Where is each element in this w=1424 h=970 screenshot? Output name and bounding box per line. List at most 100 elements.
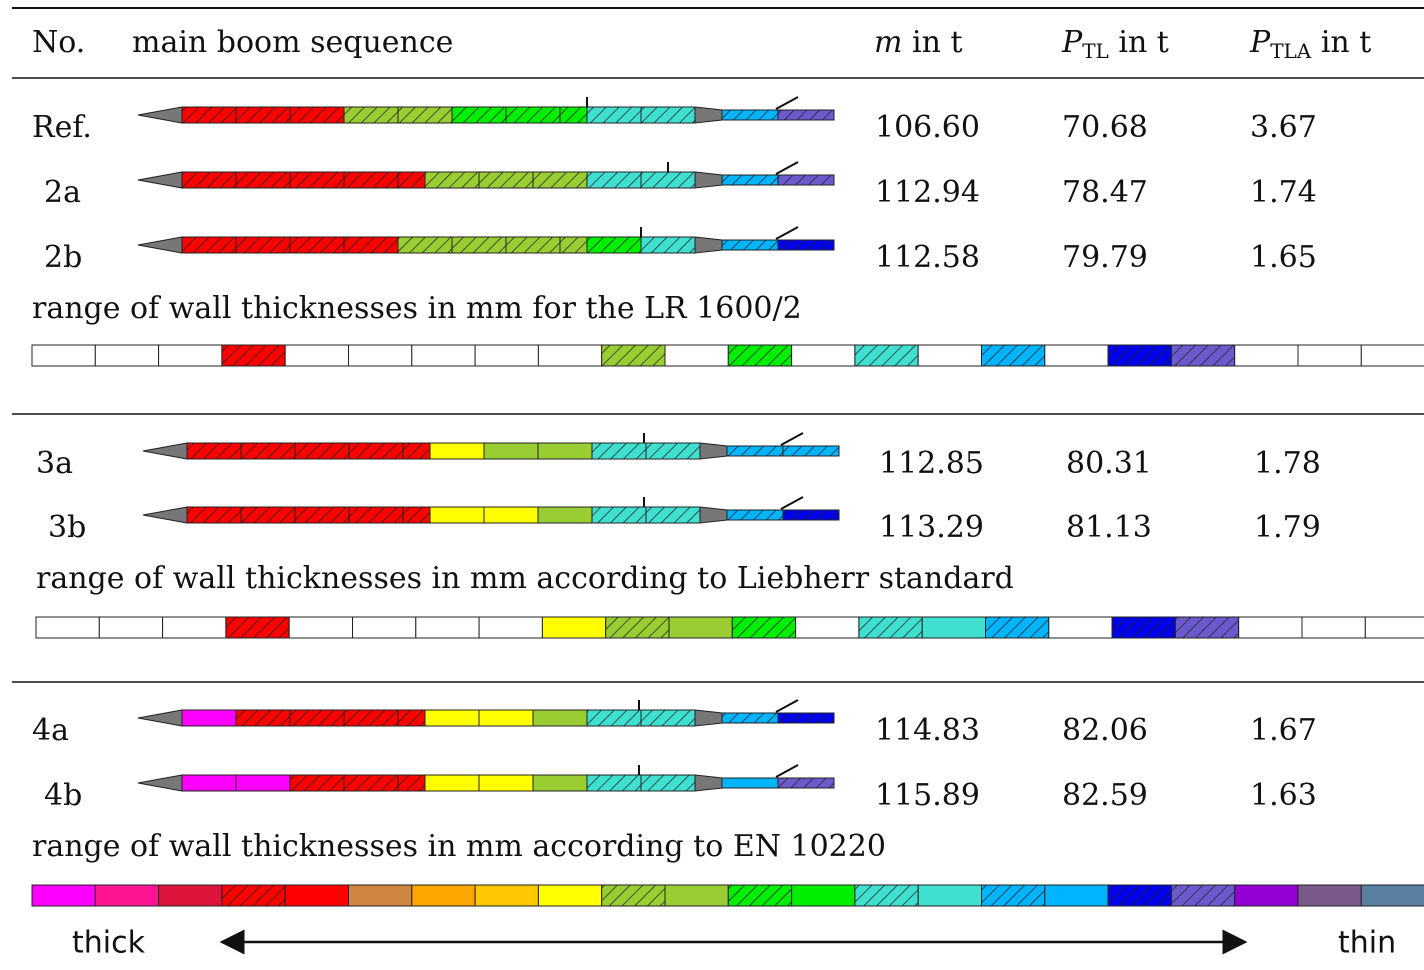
segment-hatch bbox=[778, 713, 834, 723]
segment-hatch bbox=[646, 443, 700, 459]
header-number: No. bbox=[32, 25, 85, 60]
segment-hatch bbox=[344, 237, 398, 253]
segment-hatch bbox=[290, 775, 344, 791]
cell-value: 113.29 bbox=[879, 510, 984, 545]
segment-hatch bbox=[783, 446, 839, 456]
segment-hatch bbox=[182, 107, 236, 123]
segment bbox=[181, 774, 237, 792]
segment bbox=[795, 616, 860, 639]
segment-hatch bbox=[727, 510, 783, 520]
cell-value: 82.06 bbox=[1062, 713, 1148, 748]
segment bbox=[537, 442, 593, 460]
footer-left: thick bbox=[72, 926, 146, 961]
segment bbox=[664, 344, 729, 367]
segment-hatch bbox=[533, 172, 587, 188]
segment-hatch bbox=[858, 617, 923, 638]
cell-value: 1.63 bbox=[1250, 778, 1317, 813]
segment bbox=[98, 616, 164, 639]
segment bbox=[424, 774, 480, 792]
segment-hatch bbox=[241, 443, 295, 459]
segment bbox=[1044, 884, 1109, 907]
cell-value: 78.47 bbox=[1062, 175, 1148, 210]
segment bbox=[415, 616, 480, 639]
boom-mark bbox=[775, 699, 799, 713]
segment bbox=[478, 709, 534, 727]
segment bbox=[31, 344, 96, 367]
segment-hatch bbox=[1112, 617, 1176, 638]
cell-value: 1.79 bbox=[1254, 510, 1321, 545]
segment bbox=[537, 506, 593, 524]
segment bbox=[348, 884, 413, 907]
segment-hatch bbox=[854, 885, 919, 906]
range-caption: range of wall thicknesses in mm accordin… bbox=[32, 829, 886, 864]
segment-hatch bbox=[403, 443, 430, 459]
cell-value: 81.13 bbox=[1066, 510, 1152, 545]
segment-hatch bbox=[452, 237, 506, 253]
header-load: PTL in t bbox=[1061, 25, 1169, 68]
cell-value: 112.58 bbox=[875, 240, 980, 275]
segment bbox=[1297, 884, 1362, 907]
segment-hatch bbox=[722, 240, 778, 250]
segment-hatch bbox=[981, 345, 1045, 366]
segment-hatch bbox=[506, 107, 560, 123]
segment-hatch bbox=[560, 107, 587, 123]
segment-hatch bbox=[506, 237, 560, 253]
segment bbox=[284, 884, 350, 907]
boom-tip bbox=[137, 709, 183, 727]
boom-mark bbox=[780, 496, 804, 510]
segment-hatch bbox=[236, 237, 290, 253]
segment-hatch bbox=[728, 345, 792, 366]
segment bbox=[474, 344, 539, 367]
segment-hatch bbox=[601, 885, 665, 906]
row-label: 2a bbox=[44, 175, 81, 210]
boom-tip bbox=[137, 106, 183, 124]
segment-hatch bbox=[587, 172, 641, 188]
boom-tip bbox=[142, 442, 188, 460]
segment-hatch bbox=[560, 237, 587, 253]
segment-hatch bbox=[641, 710, 695, 726]
segment-hatch bbox=[236, 107, 290, 123]
boom-mark bbox=[775, 161, 799, 175]
segment-hatch bbox=[981, 885, 1045, 906]
segment bbox=[35, 616, 100, 639]
boom-joint bbox=[694, 106, 723, 124]
segment bbox=[478, 774, 534, 792]
boom-joint bbox=[694, 236, 723, 254]
segment bbox=[424, 709, 480, 727]
segment-hatch bbox=[182, 172, 236, 188]
boom-mark bbox=[775, 764, 799, 778]
boom-joint bbox=[694, 171, 723, 189]
segment-hatch bbox=[236, 710, 290, 726]
cell-value: 79.79 bbox=[1062, 240, 1148, 275]
segment-hatch bbox=[290, 172, 344, 188]
segment bbox=[1048, 616, 1113, 639]
segment-hatch bbox=[236, 172, 290, 188]
segment-hatch bbox=[854, 345, 919, 366]
segment-hatch bbox=[592, 443, 646, 459]
segment-hatch bbox=[344, 172, 398, 188]
segment bbox=[474, 884, 539, 907]
segment bbox=[1301, 616, 1366, 639]
segment bbox=[483, 442, 539, 460]
segment-hatch bbox=[221, 345, 286, 366]
cell-value: 1.67 bbox=[1250, 713, 1317, 748]
cell-value: 80.31 bbox=[1066, 446, 1152, 481]
segment bbox=[158, 344, 223, 367]
segment-hatch bbox=[783, 510, 839, 520]
segment bbox=[1360, 884, 1424, 907]
segment-hatch bbox=[290, 237, 344, 253]
segment-hatch bbox=[295, 507, 349, 523]
segment-hatch bbox=[778, 240, 834, 250]
segment bbox=[411, 884, 476, 907]
segment-hatch bbox=[728, 885, 792, 906]
range-caption: range of wall thicknesses in mm for the … bbox=[32, 291, 802, 326]
segment-hatch bbox=[1171, 885, 1235, 906]
segment bbox=[791, 344, 856, 367]
segment bbox=[1234, 344, 1299, 367]
segment-hatch bbox=[722, 713, 778, 723]
row-label: 4a bbox=[32, 713, 69, 748]
cell-value: 1.74 bbox=[1250, 175, 1317, 210]
segment-hatch bbox=[403, 507, 430, 523]
segment-hatch bbox=[479, 172, 533, 188]
cell-value: 112.85 bbox=[879, 446, 984, 481]
